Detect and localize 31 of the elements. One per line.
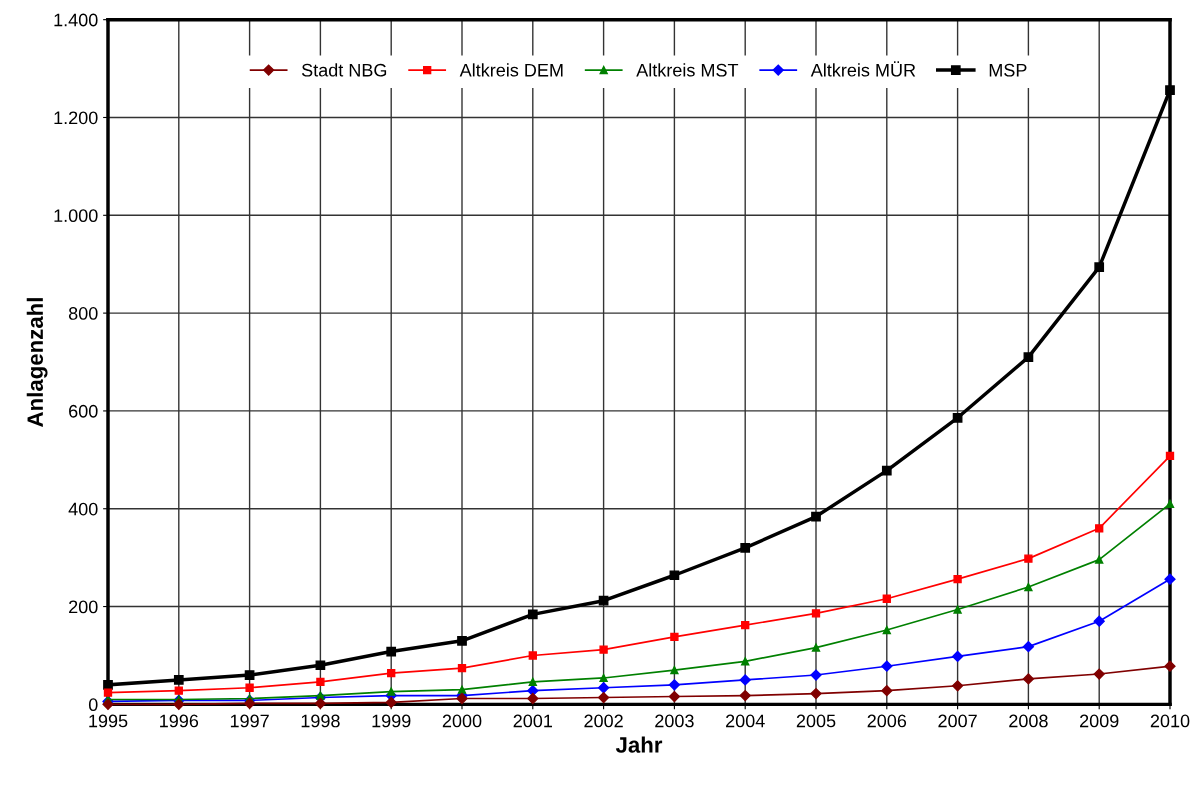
x-axis-title: Jahr	[615, 736, 663, 753]
legend-label: Altkreis MÜR	[810, 61, 916, 77]
x-tick-label: 2002	[584, 714, 623, 728]
legend-label: Stadt NBG	[301, 63, 387, 77]
y-tick-label: 1.200	[54, 111, 98, 125]
x-tick-label: 1996	[160, 714, 199, 728]
x-tick-label: 2007	[938, 714, 977, 728]
x-tick-label: 2001	[513, 714, 552, 728]
legend-label: Altkreis DEM	[459, 63, 563, 77]
y-tick-label: 600	[69, 404, 98, 418]
y-tick-label: 400	[68, 502, 98, 516]
x-tick-label: 2004	[726, 714, 765, 728]
x-tick-label: 2009	[1080, 714, 1119, 728]
y-axis-title: Anlagenzahl	[26, 298, 48, 427]
y-tick-label: 0	[88, 698, 98, 712]
x-tick-label: 2006	[867, 714, 907, 728]
x-tick-label: 2003	[655, 714, 694, 728]
x-tick-label: 2010	[1150, 714, 1190, 728]
x-tick-label: 2005	[796, 714, 836, 728]
y-tick-label: 1.000	[54, 209, 98, 223]
x-tick-label: 1997	[230, 714, 269, 728]
x-tick-label: 1995	[89, 714, 128, 728]
x-tick-label: 1998	[301, 714, 340, 728]
x-tick-label: 2008	[1009, 714, 1048, 728]
legend-label: MSP	[989, 63, 1027, 77]
y-tick-label: 1.400	[54, 13, 98, 27]
x-tick-label: 1999	[372, 714, 411, 728]
x-tick-label: 2000	[442, 714, 482, 728]
y-tick-label: 200	[69, 600, 98, 614]
y-tick-label: 800	[68, 307, 98, 320]
legend-label: Altkreis MST	[636, 63, 739, 77]
